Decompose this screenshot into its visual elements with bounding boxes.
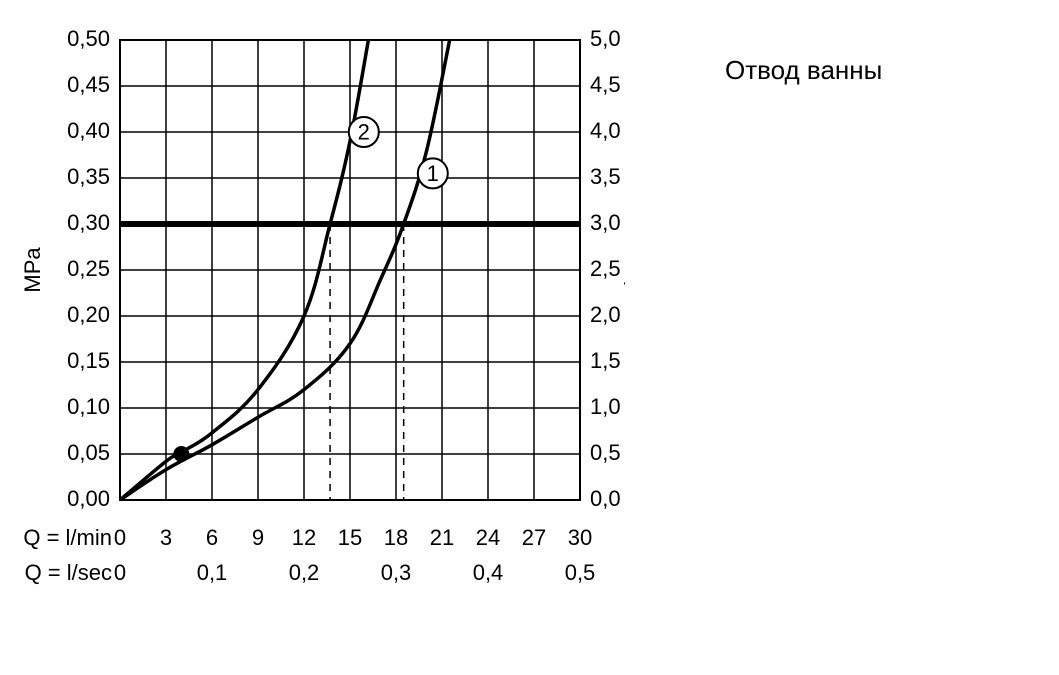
svg-text:0,20: 0,20 bbox=[67, 302, 110, 327]
svg-text:0,00: 0,00 bbox=[67, 486, 110, 511]
svg-text:0,15: 0,15 bbox=[67, 348, 110, 373]
svg-text:1: 1 bbox=[427, 161, 439, 186]
svg-text:0,4: 0,4 bbox=[473, 560, 504, 585]
svg-text:4,0: 4,0 bbox=[590, 118, 621, 143]
svg-text:0,0: 0,0 bbox=[590, 486, 621, 511]
svg-text:0,40: 0,40 bbox=[67, 118, 110, 143]
svg-text:0,10: 0,10 bbox=[67, 394, 110, 419]
svg-text:0,5: 0,5 bbox=[590, 440, 621, 465]
svg-text:Q = l/sec: Q = l/sec bbox=[25, 560, 112, 585]
svg-text:27: 27 bbox=[522, 525, 546, 550]
chart-svg: 120,000,050,100,150,200,250,300,350,400,… bbox=[0, 0, 625, 635]
svg-text:24: 24 bbox=[476, 525, 500, 550]
flow-chart: 120,000,050,100,150,200,250,300,350,400,… bbox=[0, 0, 625, 635]
svg-text:0,3: 0,3 bbox=[381, 560, 412, 585]
svg-text:0,1: 0,1 bbox=[197, 560, 228, 585]
svg-text:0: 0 bbox=[114, 525, 126, 550]
svg-text:15: 15 bbox=[338, 525, 362, 550]
svg-text:1,0: 1,0 bbox=[590, 394, 621, 419]
svg-text:Q = l/min: Q = l/min bbox=[23, 525, 112, 550]
svg-text:18: 18 bbox=[384, 525, 408, 550]
svg-text:3: 3 bbox=[160, 525, 172, 550]
svg-text:0,2: 0,2 bbox=[289, 560, 320, 585]
svg-text:0,05: 0,05 bbox=[67, 440, 110, 465]
svg-text:3,5: 3,5 bbox=[590, 164, 621, 189]
svg-text:1,5: 1,5 bbox=[590, 348, 621, 373]
svg-text:0,30: 0,30 bbox=[67, 210, 110, 235]
svg-text:2,5: 2,5 bbox=[590, 256, 621, 281]
svg-text:bar: bar bbox=[620, 254, 625, 286]
svg-text:0,35: 0,35 bbox=[67, 164, 110, 189]
svg-text:21: 21 bbox=[430, 525, 454, 550]
svg-text:9: 9 bbox=[252, 525, 264, 550]
svg-text:0,25: 0,25 bbox=[67, 256, 110, 281]
svg-text:12: 12 bbox=[292, 525, 316, 550]
svg-text:0,5: 0,5 bbox=[565, 560, 596, 585]
svg-text:MPa: MPa bbox=[20, 247, 45, 293]
svg-text:30: 30 bbox=[568, 525, 592, 550]
svg-text:4,5: 4,5 bbox=[590, 72, 621, 97]
svg-text:2: 2 bbox=[358, 120, 370, 145]
svg-text:0: 0 bbox=[114, 560, 126, 585]
svg-text:0,50: 0,50 bbox=[67, 26, 110, 51]
svg-text:5,0: 5,0 bbox=[590, 26, 621, 51]
chart-title: Отвод ванны bbox=[725, 55, 882, 86]
svg-text:6: 6 bbox=[206, 525, 218, 550]
svg-text:0,45: 0,45 bbox=[67, 72, 110, 97]
svg-text:2,0: 2,0 bbox=[590, 302, 621, 327]
svg-text:3,0: 3,0 bbox=[590, 210, 621, 235]
